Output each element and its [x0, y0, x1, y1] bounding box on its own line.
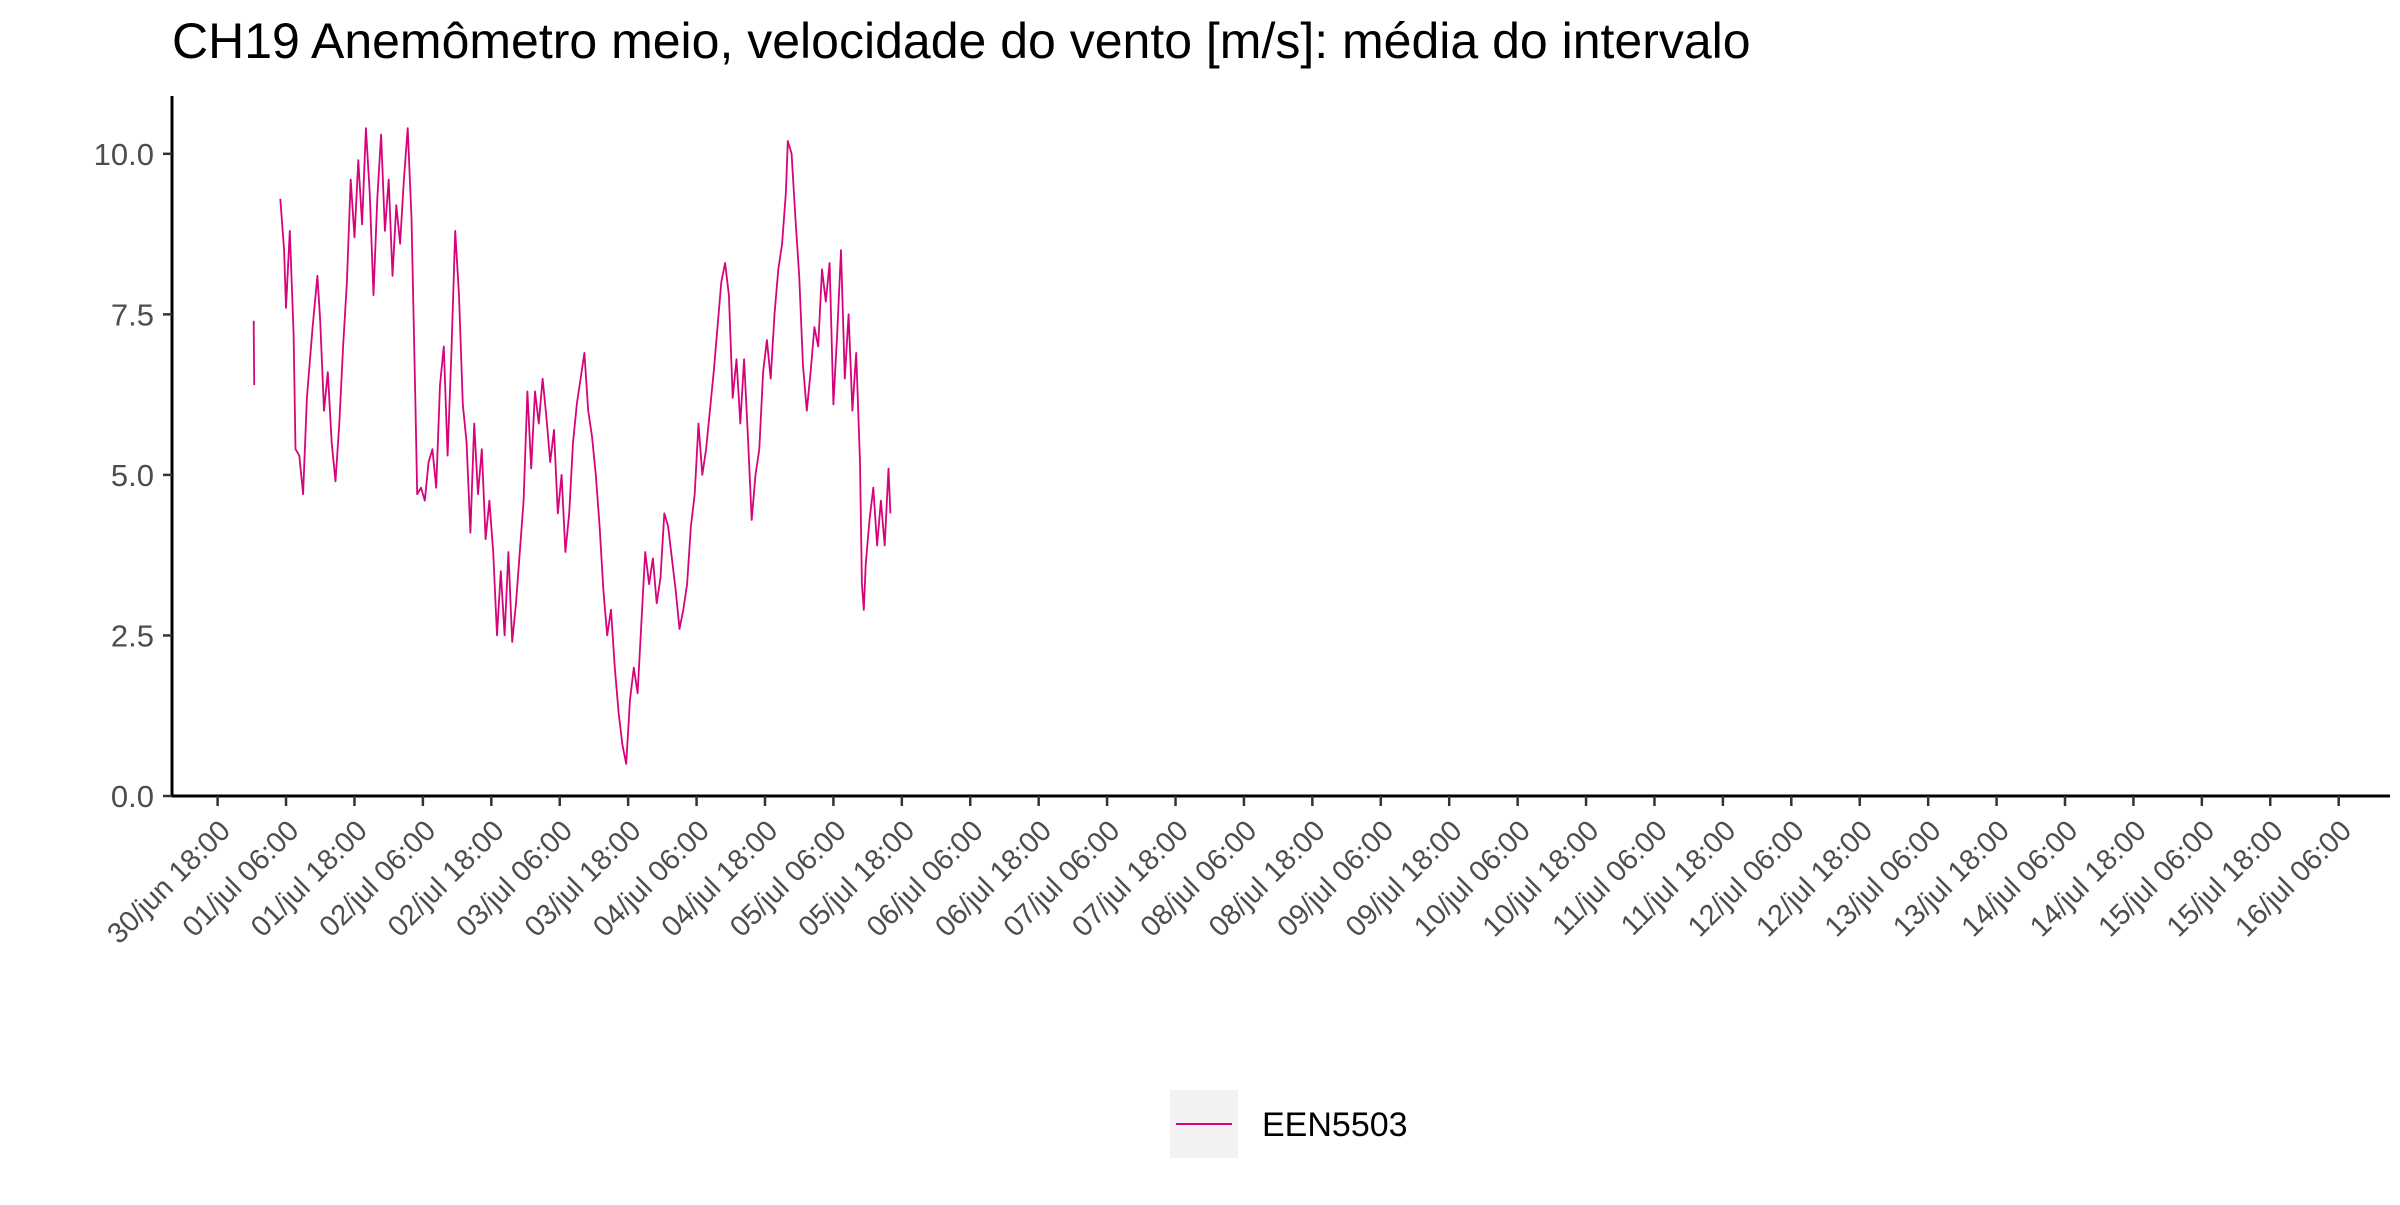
- legend-label: EEN5503: [1262, 1106, 1408, 1144]
- series-line-EEN5503: [279, 127, 892, 765]
- y-tick-label: 5.0: [111, 458, 154, 493]
- y-tick-label: 10.0: [94, 137, 154, 172]
- series-line-EEN5503: [252, 320, 256, 386]
- chart-title: CH19 Anemômetro meio, velocidade do vent…: [172, 13, 1751, 69]
- y-tick-label: 7.5: [111, 297, 154, 332]
- series-layer: [252, 127, 892, 765]
- legend: EEN5503: [1170, 1090, 1408, 1158]
- y-axis: 0.0 2.5 5.0 7.5 10.0: [94, 96, 174, 814]
- y-tick-label: 0.0: [111, 779, 154, 814]
- y-tick-label: 2.5: [111, 618, 154, 653]
